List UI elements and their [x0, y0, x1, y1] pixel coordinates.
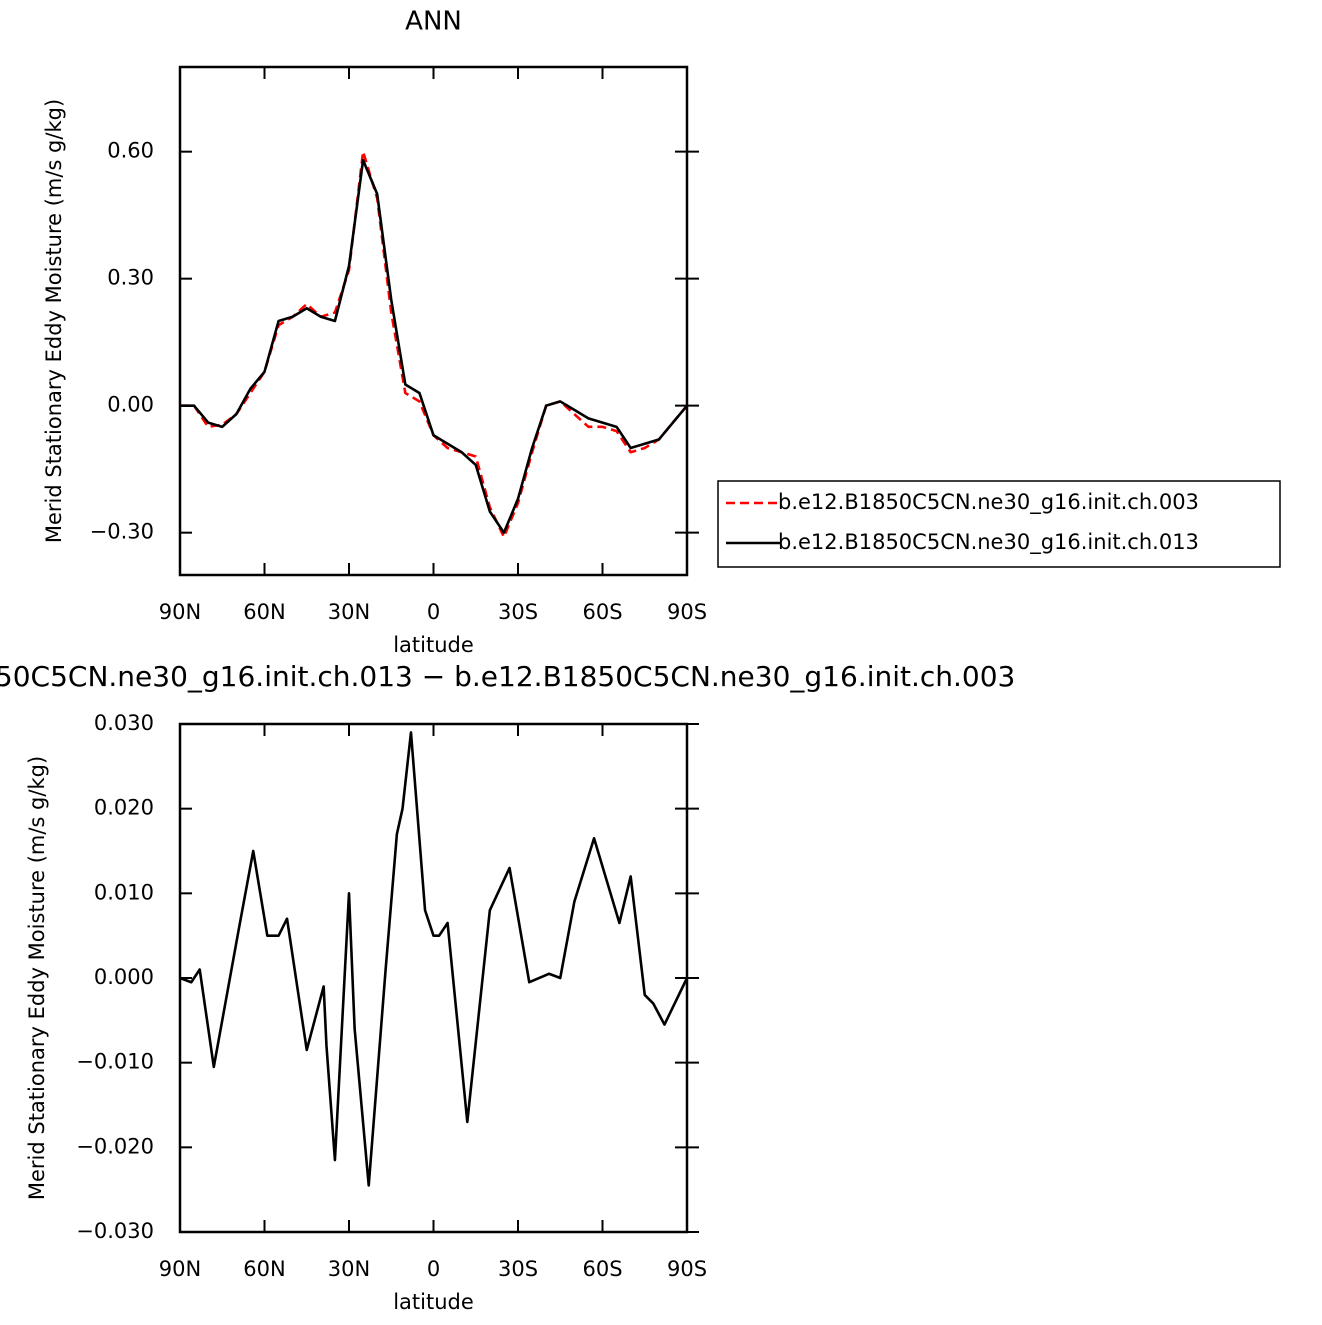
y-tick-label: −0.020	[76, 1134, 154, 1158]
x-tick-label: 0	[427, 600, 440, 624]
y-tick-label: 0.00	[107, 393, 154, 417]
plot-frame	[178, 65, 689, 577]
chart-title: b.e12.B1850C5CN.ne30_g16.init.ch.013 − b…	[0, 660, 1015, 693]
y-tick-label: −0.010	[76, 1050, 154, 1074]
x-tick-label: 30S	[498, 600, 538, 624]
y-tick-label: 0.020	[94, 796, 154, 820]
y-axis-label: Merid Stationary Eddy Moisture (m/s g/kg…	[42, 99, 66, 543]
y-tick-label: 0.30	[107, 266, 154, 290]
series-line	[180, 158, 688, 534]
series-line	[179, 731, 689, 1187]
x-tick-label: 0	[427, 1257, 440, 1281]
y-tick-label: 0.010	[94, 880, 154, 904]
series-line	[180, 150, 688, 539]
x-tick-label: 90S	[667, 1257, 707, 1281]
y-tick-label: 0.60	[107, 139, 154, 163]
x-axis-label: latitude	[393, 1290, 474, 1314]
y-tick-label: 0.030	[94, 711, 154, 735]
x-tick-label: 90N	[159, 600, 201, 624]
x-tick-label: 60N	[243, 600, 285, 624]
x-tick-label: 30N	[328, 1257, 370, 1281]
y-tick-label: −0.30	[90, 520, 154, 544]
chart-title: ANN	[405, 7, 462, 37]
plot-frame	[178, 722, 689, 1234]
y-tick-label: −0.030	[76, 1219, 154, 1243]
y-axis-label: Merid Stationary Eddy Moisture (m/s g/kg…	[25, 756, 49, 1200]
legend-label: b.e12.B1850C5CN.ne30_g16.init.ch.013	[778, 530, 1199, 555]
y-tick-label: 0.000	[94, 965, 154, 989]
legend-label: b.e12.B1850C5CN.ne30_g16.init.ch.003	[778, 490, 1199, 515]
x-tick-label: 90N	[159, 1257, 201, 1281]
x-tick-label: 90S	[667, 600, 707, 624]
x-tick-label: 30S	[498, 1257, 538, 1281]
x-tick-label: 60S	[582, 600, 622, 624]
x-axis-label: latitude	[393, 633, 474, 657]
x-tick-label: 60S	[582, 1257, 622, 1281]
legend-box	[717, 480, 1281, 568]
x-tick-label: 60N	[243, 1257, 285, 1281]
x-tick-label: 30N	[328, 600, 370, 624]
